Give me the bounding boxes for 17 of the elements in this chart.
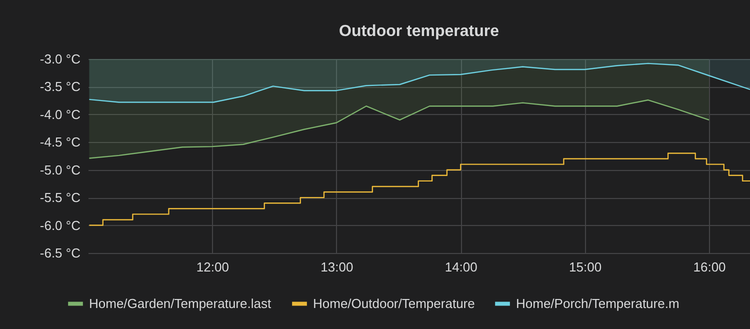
legend-label: Home/Outdoor/Temperature	[313, 296, 475, 311]
y-tick-label: -6.0 °C	[40, 218, 80, 233]
x-tick-label: 13:00	[320, 260, 354, 274]
y-tick-label: -6.5 °C	[40, 246, 80, 260]
y-tick-label: -3.5 °C	[40, 79, 80, 94]
y-tick-label: -5.5 °C	[40, 190, 80, 206]
chart-title: Outdoor temperature	[338, 23, 500, 40]
x-tick-label: 15:00	[569, 260, 602, 274]
y-tick-label: -5.0 °C	[40, 162, 80, 178]
legend-label: Home/Porch/Temperature.m	[516, 296, 680, 311]
x-tick-label: 12:00	[196, 260, 229, 274]
legend-label: Home/Garden/Temperature.last	[89, 296, 272, 311]
y-tick-label: -4.5 °C	[40, 134, 80, 150]
x-tick-label: 16:00	[693, 260, 726, 274]
y-tick-label: -3.0 °C	[40, 52, 80, 66]
x-tick-label: 14:00	[444, 260, 478, 274]
y-tick-label: -4.0 °C	[40, 106, 80, 122]
